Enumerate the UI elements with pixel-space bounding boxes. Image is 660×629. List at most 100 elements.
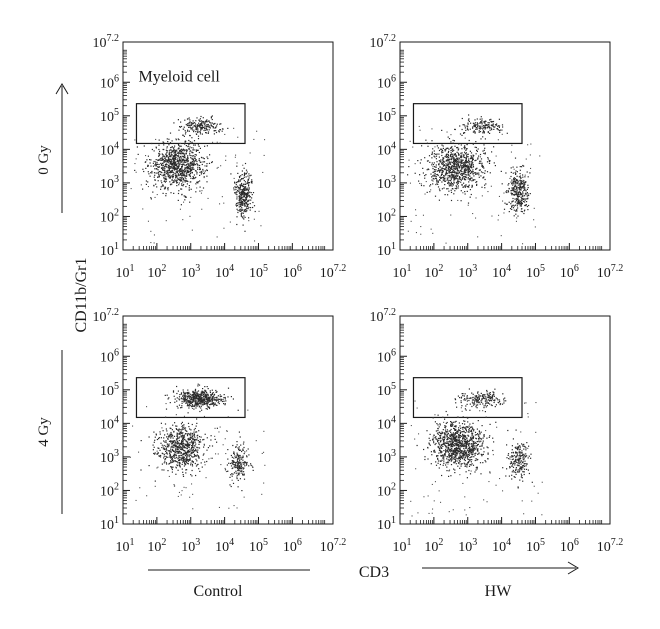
data-point [154, 436, 156, 438]
data-point [168, 166, 170, 169]
data-point [236, 191, 238, 193]
y-tick-label: 105 [100, 107, 119, 125]
data-point [178, 457, 180, 459]
data-point [187, 118, 189, 120]
data-point [148, 436, 150, 438]
data-point [524, 195, 526, 197]
data-point [496, 128, 499, 130]
data-point [177, 192, 180, 195]
data-point [165, 408, 168, 410]
data-point [455, 447, 457, 449]
data-point [191, 483, 193, 485]
data-point [441, 144, 443, 146]
data-point [447, 156, 449, 158]
data-point [192, 393, 194, 396]
data-point [471, 186, 473, 188]
data-point [163, 447, 165, 449]
data-point [247, 205, 249, 207]
data-point [211, 392, 213, 394]
data-point [470, 156, 473, 158]
data-point [185, 400, 187, 402]
data-point [513, 191, 515, 193]
data-point [202, 170, 204, 172]
data-point [179, 163, 181, 165]
data-point [216, 441, 218, 443]
data-point [513, 205, 515, 207]
data-point [165, 441, 167, 443]
data-point [193, 433, 195, 435]
data-point [450, 166, 452, 168]
data-point [241, 202, 243, 205]
data-point [234, 181, 236, 183]
data-point [180, 170, 182, 172]
data-point [445, 167, 447, 169]
data-point [444, 444, 446, 446]
data-point [512, 204, 514, 206]
data-point [449, 179, 451, 181]
data-point [213, 130, 215, 132]
data-point [188, 402, 190, 404]
data-point [181, 397, 183, 399]
data-point [519, 203, 521, 205]
data-point [173, 435, 176, 437]
data-point [189, 438, 191, 441]
data-point [165, 155, 167, 157]
data-point [246, 193, 248, 195]
data-point [184, 464, 187, 466]
x-tick-label: 104 [492, 537, 511, 555]
data-point [517, 196, 520, 198]
data-point [460, 451, 462, 453]
data-point [231, 475, 233, 477]
data-point [514, 201, 516, 203]
data-point [200, 124, 202, 126]
data-point [506, 191, 508, 194]
data-point [175, 448, 177, 450]
data-point [236, 455, 238, 457]
data-point [252, 201, 254, 204]
data-point [169, 450, 171, 452]
data-point [483, 121, 485, 123]
data-point [187, 392, 189, 394]
data-point [158, 155, 160, 157]
data-point [178, 447, 180, 449]
data-point [516, 203, 518, 205]
data-point [441, 167, 443, 169]
data-point [465, 165, 467, 167]
data-point [172, 176, 174, 178]
data-point [199, 118, 201, 120]
data-point [165, 159, 167, 161]
data-point [197, 447, 199, 449]
data-point [211, 125, 213, 127]
data-point [440, 440, 442, 442]
data-point [185, 487, 187, 489]
data-point [188, 126, 190, 128]
data-point [168, 440, 171, 442]
data-point [170, 441, 172, 443]
data-point [192, 176, 194, 178]
data-point [183, 201, 185, 203]
data-point [236, 464, 239, 466]
data-point [238, 448, 240, 451]
data-point [160, 167, 163, 169]
data-point [448, 148, 450, 150]
data-point [202, 402, 204, 404]
data-point [244, 200, 246, 203]
data-point [191, 449, 193, 451]
data-point [165, 149, 167, 151]
data-point [245, 186, 247, 188]
data-point [176, 155, 179, 157]
data-point [139, 487, 141, 489]
data-point [514, 204, 517, 206]
data-point [447, 169, 449, 171]
data-point [195, 126, 197, 128]
data-point [439, 166, 441, 168]
data-point [182, 155, 184, 158]
data-point [179, 208, 181, 210]
data-point [203, 158, 205, 160]
data-point [201, 404, 203, 406]
data-point [450, 442, 452, 444]
data-point [152, 191, 154, 193]
data-point [155, 183, 157, 185]
data-point [150, 197, 152, 199]
data-point [466, 190, 468, 192]
